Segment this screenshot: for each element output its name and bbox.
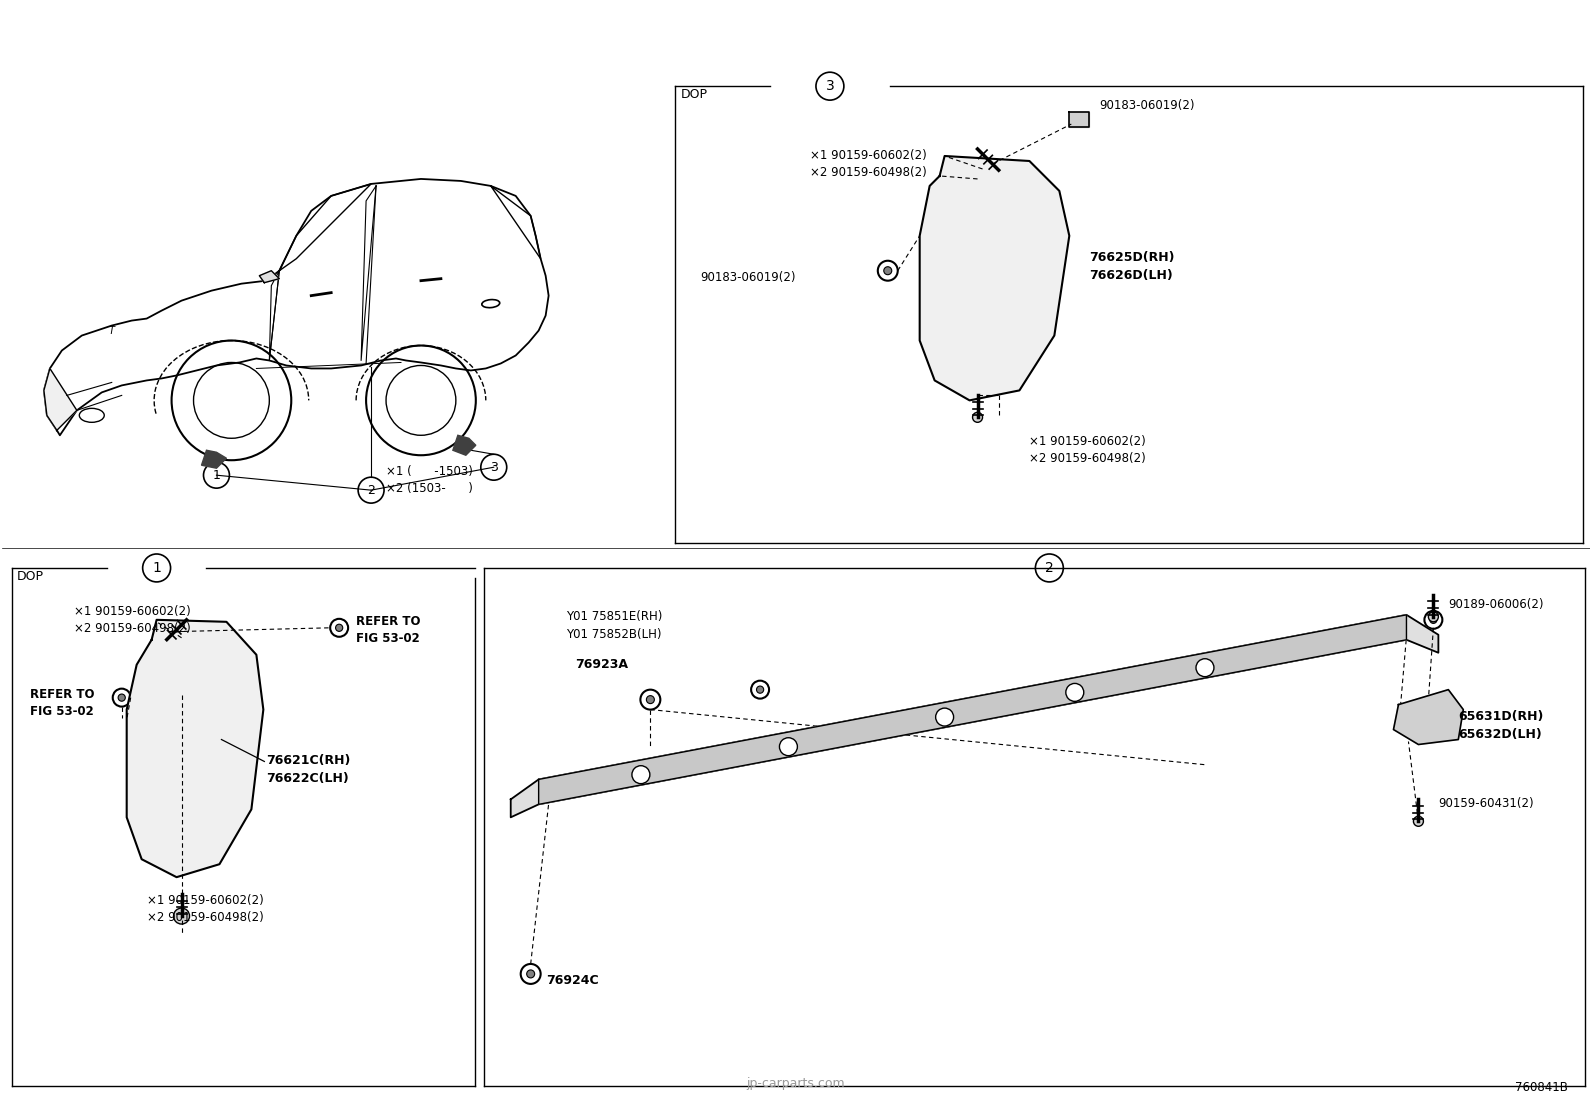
Circle shape bbox=[936, 708, 954, 726]
Circle shape bbox=[1196, 658, 1215, 677]
Polygon shape bbox=[1070, 112, 1089, 126]
Text: 90183-06019(2): 90183-06019(2) bbox=[700, 270, 796, 284]
Text: DOP: DOP bbox=[680, 88, 707, 101]
Circle shape bbox=[1425, 611, 1442, 629]
Text: ×1 90159-60602(2): ×1 90159-60602(2) bbox=[1030, 435, 1146, 448]
Text: jp-carparts.com: jp-carparts.com bbox=[747, 1077, 845, 1090]
Polygon shape bbox=[202, 451, 226, 468]
Circle shape bbox=[174, 908, 189, 924]
Text: 3: 3 bbox=[490, 460, 498, 474]
Circle shape bbox=[751, 680, 769, 699]
Text: 2: 2 bbox=[1044, 560, 1054, 575]
Text: 90159-60431(2): 90159-60431(2) bbox=[1439, 798, 1535, 810]
Text: ×1 90159-60602(2): ×1 90159-60602(2) bbox=[810, 149, 927, 162]
Circle shape bbox=[993, 164, 1005, 176]
Circle shape bbox=[527, 970, 535, 978]
Polygon shape bbox=[259, 270, 279, 282]
Text: T: T bbox=[108, 325, 115, 335]
Text: ×2 90159-60498(2): ×2 90159-60498(2) bbox=[146, 911, 263, 924]
Text: ×1 (      -1503): ×1 ( -1503) bbox=[385, 465, 473, 478]
Text: Y01 75851E(RH): Y01 75851E(RH) bbox=[565, 610, 662, 623]
Circle shape bbox=[113, 689, 131, 707]
Text: 76626D(LH): 76626D(LH) bbox=[1089, 269, 1173, 281]
Text: ×2 (1503-      ): ×2 (1503- ) bbox=[385, 482, 473, 496]
Text: Y01 75852B(LH): Y01 75852B(LH) bbox=[565, 628, 661, 641]
Circle shape bbox=[780, 737, 798, 756]
Circle shape bbox=[118, 695, 126, 701]
Circle shape bbox=[1430, 617, 1438, 623]
Circle shape bbox=[336, 624, 342, 632]
Text: FIG 53-02: FIG 53-02 bbox=[30, 704, 94, 718]
Circle shape bbox=[877, 260, 898, 280]
Text: ×2 90159-60498(2): ×2 90159-60498(2) bbox=[810, 166, 927, 179]
Circle shape bbox=[640, 690, 661, 710]
Text: 76625D(RH): 76625D(RH) bbox=[1089, 251, 1175, 264]
Circle shape bbox=[1414, 817, 1423, 826]
Circle shape bbox=[973, 412, 982, 422]
Text: 1: 1 bbox=[212, 468, 220, 481]
Text: 760841B: 760841B bbox=[1516, 1080, 1568, 1094]
Polygon shape bbox=[45, 368, 76, 431]
Polygon shape bbox=[45, 179, 549, 435]
Text: ×1 90159-60602(2): ×1 90159-60602(2) bbox=[146, 895, 263, 907]
Text: 76923A: 76923A bbox=[576, 657, 629, 670]
Circle shape bbox=[521, 964, 541, 984]
Text: 65631D(RH): 65631D(RH) bbox=[1458, 710, 1544, 723]
Text: 2: 2 bbox=[368, 484, 376, 497]
Circle shape bbox=[756, 686, 764, 693]
Text: 1: 1 bbox=[153, 560, 161, 575]
Circle shape bbox=[646, 696, 654, 703]
Text: 65632D(LH): 65632D(LH) bbox=[1458, 728, 1543, 741]
Text: REFER TO: REFER TO bbox=[30, 688, 94, 701]
Text: DOP: DOP bbox=[18, 570, 45, 582]
Text: ×2 90159-60498(2): ×2 90159-60498(2) bbox=[73, 622, 191, 635]
Circle shape bbox=[1065, 684, 1084, 701]
Text: 76622C(LH): 76622C(LH) bbox=[266, 773, 349, 786]
Circle shape bbox=[177, 911, 186, 921]
Text: ×2 90159-60498(2): ×2 90159-60498(2) bbox=[1030, 453, 1146, 465]
Text: REFER TO: REFER TO bbox=[357, 614, 420, 628]
Text: 90189-06006(2): 90189-06006(2) bbox=[1449, 598, 1544, 611]
Circle shape bbox=[330, 619, 349, 636]
Text: 76621C(RH): 76621C(RH) bbox=[266, 755, 350, 767]
Circle shape bbox=[161, 634, 174, 645]
Polygon shape bbox=[1393, 690, 1463, 744]
Polygon shape bbox=[920, 156, 1070, 400]
Text: FIG 53-02: FIG 53-02 bbox=[357, 632, 420, 645]
Text: 90183-06019(2): 90183-06019(2) bbox=[1098, 99, 1194, 112]
Text: 76924C: 76924C bbox=[546, 974, 599, 987]
Polygon shape bbox=[538, 614, 1406, 804]
Polygon shape bbox=[452, 435, 476, 455]
Text: ×1 90159-60602(2): ×1 90159-60602(2) bbox=[73, 604, 191, 618]
Circle shape bbox=[1428, 612, 1439, 622]
Polygon shape bbox=[511, 614, 1439, 818]
Circle shape bbox=[632, 766, 650, 784]
Polygon shape bbox=[127, 620, 263, 877]
Text: 3: 3 bbox=[826, 79, 834, 93]
Circle shape bbox=[884, 267, 892, 275]
